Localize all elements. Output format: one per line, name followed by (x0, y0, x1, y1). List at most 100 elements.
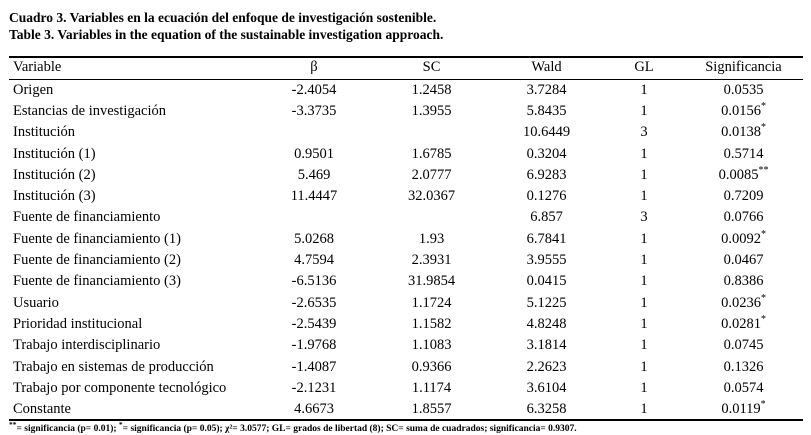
significance-mark: * (760, 292, 766, 304)
variable-cell: Institución (13, 124, 76, 141)
beta-cell: -1.9768 (291, 337, 337, 354)
gl-cell: 1 (640, 315, 648, 332)
variable-cell: Fuente de financiamiento (13, 209, 161, 226)
table-row: Estancias de investigación -3.3735 1.3955 5… (9, 101, 803, 122)
sc-cell: 1.1174 (411, 379, 452, 396)
significance-mark: * (760, 101, 766, 113)
gl-cell: 1 (640, 400, 648, 417)
wald-cell: 0.3204 (526, 145, 567, 162)
wald-cell: 5.1225 (526, 294, 567, 311)
gl-cell: 3 (640, 209, 648, 226)
wald-cell: 3.7284 (526, 81, 567, 98)
significance-mark: ** (758, 165, 769, 176)
table-row: Usuario -2.6535 1.1724 5.1225 1 0.0236* (9, 292, 803, 313)
significance-mark: * (760, 398, 766, 410)
beta-cell: 5.0268 (294, 230, 334, 247)
beta-cell (254, 207, 374, 228)
wald-cell: 2.2623 (526, 358, 567, 375)
table-row: Constante 4.6673 1.8557 6.3258 1 0.0119* (9, 399, 803, 420)
significancia-cell: 0.0281* (721, 314, 766, 332)
gl-cell: 1 (640, 337, 648, 354)
significance-mark: * (760, 122, 766, 134)
sc-cell: 1.8557 (411, 400, 452, 417)
sc-cell: 1.3955 (411, 102, 452, 119)
gl-cell: 1 (640, 379, 648, 396)
beta-cell: -3.3735 (291, 102, 337, 119)
sc-cell: 1.1582 (411, 315, 452, 332)
sc-cell: 1.93 (418, 230, 445, 247)
wald-cell: 6.3258 (526, 400, 567, 417)
gl-cell: 1 (640, 358, 648, 375)
table-body: Origen -2.4054 1.2458 3.7284 1 0.0535 Estancia… (9, 80, 803, 421)
wald-cell: 3.9555 (526, 252, 567, 269)
beta-cell: -6.5136 (291, 273, 337, 290)
table-row: Institución (2) 5.469 2.0777 6.9283 1 0.0085*… (9, 165, 803, 186)
header-sc: SC (374, 57, 489, 80)
variable-cell: Trabajo en sistemas de producción (13, 358, 214, 375)
variable-cell: Institución (3) (13, 188, 96, 205)
header-beta: β (254, 57, 374, 80)
significancia-cell: 0.0766 (723, 209, 764, 226)
significancia-cell: 0.0236* (721, 292, 766, 311)
wald-cell: 4.8248 (526, 315, 567, 332)
sc-cell: 1.1083 (411, 337, 452, 354)
significancia-cell: 0.0085** (718, 165, 769, 183)
table-row: Institución (3) 11.4447 32.0367 0.1276 1 0.72… (9, 186, 803, 207)
gl-cell: 1 (640, 145, 648, 162)
beta-cell: -1.4087 (291, 358, 337, 375)
beta-cell: 11.4447 (290, 188, 338, 205)
sc-cell: 2.3931 (411, 252, 452, 269)
significancia-cell: 0.0119* (721, 398, 766, 417)
variable-cell: Institución (2) (13, 166, 96, 183)
table-row: Institución 10.6449 3 0.0138* (9, 122, 803, 143)
gl-cell: 1 (640, 188, 648, 205)
beta-cell: -2.1231 (291, 379, 337, 396)
variable-cell: Usuario (13, 294, 59, 311)
caption-english: Table 3. Variables in the equation of th… (9, 27, 444, 42)
significancia-cell: 0.0574 (723, 379, 764, 396)
beta-cell: 4.6673 (294, 400, 334, 417)
wald-cell: 3.1814 (526, 337, 567, 354)
variable-cell: Institución (1) (13, 145, 96, 162)
beta-cell: 4.7594 (294, 252, 334, 269)
gl-cell: 1 (640, 294, 648, 311)
sc-cell (374, 207, 489, 228)
sc-cell: 2.0777 (411, 166, 452, 183)
header-row: Variable β SC Wald GL Significancia (9, 57, 803, 80)
beta-cell: 5.469 (297, 166, 331, 183)
variable-cell: Origen (13, 81, 54, 98)
gl-cell: 1 (640, 166, 648, 183)
sc-cell: 1.1724 (411, 294, 452, 311)
significancia-cell: 0.5714 (723, 145, 764, 162)
wald-cell: 6.9283 (526, 166, 567, 183)
footnote-doublestar-mark: ** (9, 420, 17, 430)
variable-cell: Constante (13, 400, 71, 417)
footnote-segment-2: = significancia (p= 0.05); χ²= 3.0577; G… (122, 424, 577, 435)
beta-cell: -2.5439 (291, 315, 337, 332)
significancia-cell: 0.0156* (721, 101, 766, 119)
statistics-table: Variable β SC Wald GL Significancia Orig… (9, 56, 803, 422)
footnote: **= significancia (p= 0.01); *= signific… (9, 420, 803, 435)
table-row: Fuente de financiamiento (2) 4.7594 2.3931… (9, 250, 803, 271)
footnote-star-mark: * (118, 420, 123, 430)
gl-cell: 1 (640, 81, 648, 98)
wald-cell: 6.7841 (526, 230, 567, 247)
table-row: Trabajo por componente tecnológico -2.123… (9, 378, 803, 399)
gl-cell: 3 (640, 124, 648, 141)
variable-cell: Fuente de financiamiento (2) (13, 252, 181, 269)
wald-cell: 6.857 (530, 209, 563, 226)
significancia-cell: 0.0467 (723, 252, 764, 269)
variable-cell: Trabajo por componente tecnológico (13, 379, 227, 396)
sc-cell: 32.0367 (407, 188, 456, 205)
sc-cell: 1.6785 (411, 145, 452, 162)
significancia-cell: 0.0138* (721, 122, 766, 141)
caption-spanish: Cuadro 3. Variables en la ecuación del e… (9, 10, 437, 25)
gl-cell: 1 (640, 273, 648, 290)
header-gl: GL (604, 57, 684, 80)
table-row: Institución (1) 0.9501 1.6785 0.3204 1 0.5714 (9, 143, 803, 164)
footnote-segment-1: = significancia (p= 0.01); (16, 424, 119, 435)
header-significancia: Significancia (684, 57, 803, 80)
sc-cell: 31.9854 (407, 273, 456, 290)
significancia-cell: 0.7209 (723, 188, 764, 205)
